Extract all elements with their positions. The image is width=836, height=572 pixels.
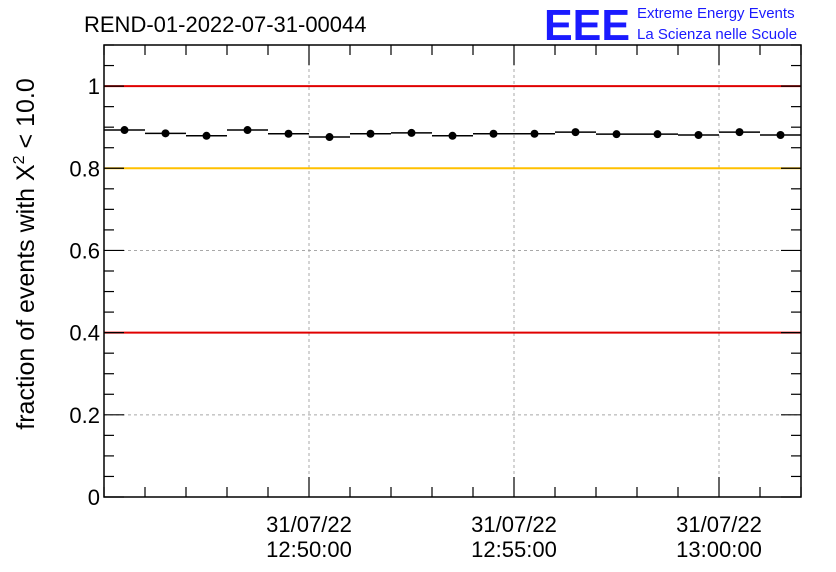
- data-point: [120, 126, 129, 135]
- x-tick-label-date: 31/07/22: [471, 512, 557, 537]
- axis-ticks: [103, 44, 802, 498]
- data-point: [694, 130, 703, 139]
- data-point: [243, 126, 252, 135]
- y-axis-title-superscript: 2: [11, 155, 28, 164]
- y-tick-label: 0.4: [69, 321, 100, 346]
- x-tick-labels: 31/07/2212:50:0031/07/2212:55:0031/07/22…: [266, 512, 762, 562]
- eee-logo: EEE Extreme Energy Events La Scienza nel…: [544, 1, 797, 50]
- data-point: [202, 131, 211, 140]
- data-point: [489, 129, 498, 138]
- plot-frame: [103, 44, 802, 498]
- x-tick-label-date: 31/07/22: [266, 512, 352, 537]
- chart-title: REND-01-2022-07-31-00044: [84, 12, 367, 37]
- y-tick-label: 0: [88, 485, 100, 510]
- x-tick-label-time: 12:50:00: [266, 537, 352, 562]
- y-axis-title-prefix: fraction of events with X: [12, 164, 40, 430]
- y-axis-title: fraction of events with X2 < 10.0: [11, 78, 40, 429]
- data-point: [571, 128, 580, 137]
- x-tick-label-date: 31/07/22: [676, 512, 762, 537]
- data-point: [284, 129, 293, 138]
- data-point: [325, 133, 334, 142]
- data-point: [735, 128, 744, 137]
- y-tick-labels: 0 0.2 0.4 0.6 0.8 1: [69, 74, 100, 510]
- grid: [104, 45, 801, 498]
- data-series: [104, 126, 801, 142]
- data-point: [776, 130, 785, 139]
- eee-logo-line1: Extreme Energy Events: [637, 5, 795, 22]
- data-point: [612, 130, 621, 139]
- eee-logo-mark: EEE: [544, 1, 630, 50]
- reference-lines: [104, 85, 801, 334]
- data-point: [448, 131, 457, 140]
- y-tick-label: 0.6: [69, 238, 100, 263]
- data-point: [530, 129, 539, 138]
- y-tick-label: 0.8: [69, 156, 100, 181]
- x-tick-label-time: 12:55:00: [471, 537, 557, 562]
- eee-logo-line2: La Scienza nelle Scuole: [637, 26, 797, 43]
- y-tick-label: 0.2: [69, 403, 100, 428]
- y-tick-label: 1: [88, 74, 100, 99]
- data-point: [161, 129, 170, 138]
- data-point: [366, 129, 375, 138]
- x-tick-label-time: 13:00:00: [676, 537, 762, 562]
- data-point: [407, 128, 416, 137]
- data-point: [653, 130, 662, 139]
- y-axis-title-suffix: < 10.0: [12, 78, 40, 155]
